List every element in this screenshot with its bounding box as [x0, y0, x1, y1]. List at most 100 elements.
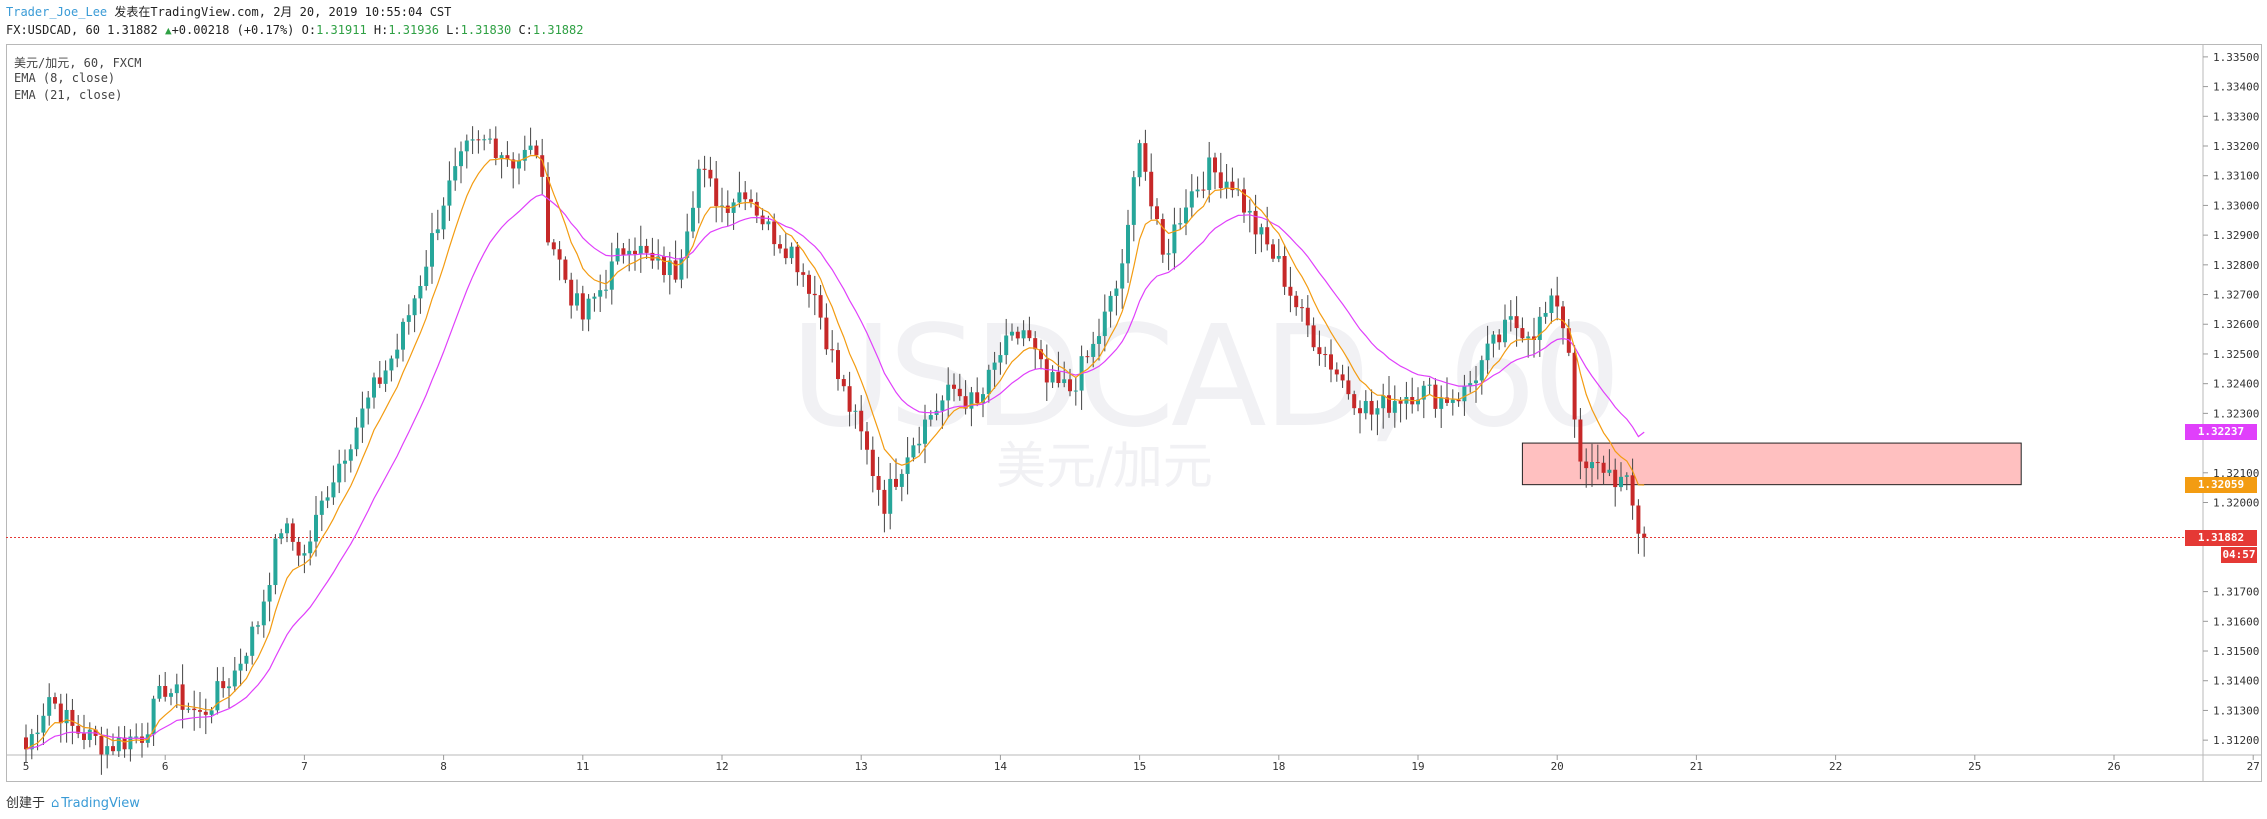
- candle-body: [1317, 347, 1322, 355]
- candle-body: [1149, 171, 1154, 207]
- candle-body: [650, 252, 655, 261]
- candle-body: [412, 298, 417, 316]
- candle-body: [551, 242, 556, 250]
- candle-body: [1108, 295, 1113, 312]
- candle-body: [221, 681, 226, 689]
- candle-body: [35, 732, 40, 735]
- candle-body: [459, 151, 463, 167]
- candle-body: [807, 274, 811, 294]
- candle-body: [737, 192, 742, 203]
- y-tick-label: 1.32500: [2213, 348, 2259, 361]
- candle-body: [337, 463, 342, 483]
- candle-body: [656, 256, 661, 261]
- tradingview-logo-icon[interactable]: ⌂: [51, 796, 60, 811]
- candle-body: [1184, 207, 1188, 224]
- candle-body: [395, 349, 400, 359]
- candle-body: [865, 431, 869, 450]
- candle-body: [975, 392, 980, 404]
- candle-body: [1508, 316, 1513, 320]
- candle-body: [418, 285, 423, 299]
- candle-body: [557, 249, 562, 260]
- y-tick-label: 1.33400: [2213, 81, 2259, 94]
- y-tick-label: 1.32900: [2213, 229, 2259, 242]
- candle-body: [1126, 224, 1130, 264]
- candle-body: [1137, 143, 1142, 178]
- candle-body: [847, 386, 852, 412]
- candle-body: [1120, 263, 1125, 289]
- candle-body: [232, 670, 237, 687]
- candle-body: [186, 708, 191, 710]
- candle-body: [58, 703, 63, 724]
- candle-body: [708, 169, 713, 179]
- candle-body: [1166, 253, 1171, 255]
- candle-body: [116, 737, 121, 752]
- candle-body: [917, 443, 922, 446]
- candle-body: [836, 350, 840, 380]
- candle-body: [180, 684, 185, 710]
- bar-countdown-label: 04:57: [2221, 546, 2257, 563]
- candle-body: [1381, 395, 1386, 409]
- candle-body: [702, 168, 707, 170]
- candle-body: [1352, 394, 1357, 409]
- candle-body: [1259, 227, 1264, 235]
- candle-body: [1085, 356, 1090, 358]
- candle-body: [41, 715, 46, 733]
- candle-body: [1439, 397, 1444, 409]
- author-link[interactable]: Trader_Joe_Lee: [6, 5, 108, 19]
- candle-body: [488, 138, 492, 140]
- x-tick-label: 19: [1411, 760, 1424, 773]
- candle-body: [1526, 336, 1531, 339]
- x-tick-label: 15: [1133, 760, 1146, 773]
- candle-body: [325, 497, 330, 501]
- candle-body: [261, 601, 266, 626]
- candle-body: [1033, 338, 1038, 350]
- candle-body: [830, 349, 835, 351]
- candle-body: [1468, 383, 1473, 387]
- candle-body: [1073, 390, 1078, 392]
- candle-body: [1329, 354, 1333, 370]
- created-with-text: 创建于: [6, 796, 46, 811]
- candle-body: [1021, 330, 1026, 339]
- candle-body: [47, 697, 52, 716]
- candle-body: [894, 478, 898, 487]
- x-tick-label: 11: [576, 760, 589, 773]
- candle-body: [1497, 334, 1502, 343]
- candle-body: [940, 400, 945, 411]
- candle-body: [493, 138, 498, 158]
- candle-body: [1334, 369, 1339, 375]
- up-arrow-icon: ▲: [164, 24, 172, 37]
- low-value: 1.31830: [460, 23, 512, 37]
- x-tick-label: 7: [301, 760, 308, 773]
- candle-body: [853, 410, 858, 412]
- candle-body: [99, 735, 104, 755]
- y-tick-label: 1.31700: [2213, 586, 2259, 599]
- candle-body: [401, 321, 405, 350]
- candle-body: [256, 625, 260, 627]
- candle-body: [511, 159, 516, 169]
- candle-body: [586, 298, 591, 320]
- y-tick-label: 1.31600: [2213, 615, 2259, 628]
- candle-body: [470, 139, 475, 141]
- legend-title: 美元/加元, 60, FXCM: [14, 56, 142, 70]
- candle-body: [673, 260, 678, 280]
- candle-body: [1624, 475, 1629, 477]
- high-label: H:: [373, 23, 389, 37]
- legend-ema-slow[interactable]: EMA (21, close): [14, 88, 123, 102]
- candle-body: [296, 541, 301, 556]
- candle-body: [1224, 181, 1229, 189]
- tradingview-brand-link[interactable]: TradingView: [61, 796, 140, 811]
- candle-body: [981, 394, 985, 404]
- candle-body: [453, 166, 458, 181]
- candle-body: [592, 296, 597, 299]
- x-tick-label: 12: [715, 760, 728, 773]
- legend-ema-fast[interactable]: EMA (8, close): [14, 71, 116, 85]
- chart-frame[interactable]: [6, 44, 2262, 782]
- candle-body: [1619, 476, 1623, 488]
- candle-body: [772, 221, 777, 245]
- candle-body: [1398, 401, 1403, 404]
- candle-body: [1010, 331, 1014, 336]
- candle-body: [169, 693, 173, 697]
- candle-body: [1572, 352, 1577, 420]
- candle-body: [505, 155, 510, 160]
